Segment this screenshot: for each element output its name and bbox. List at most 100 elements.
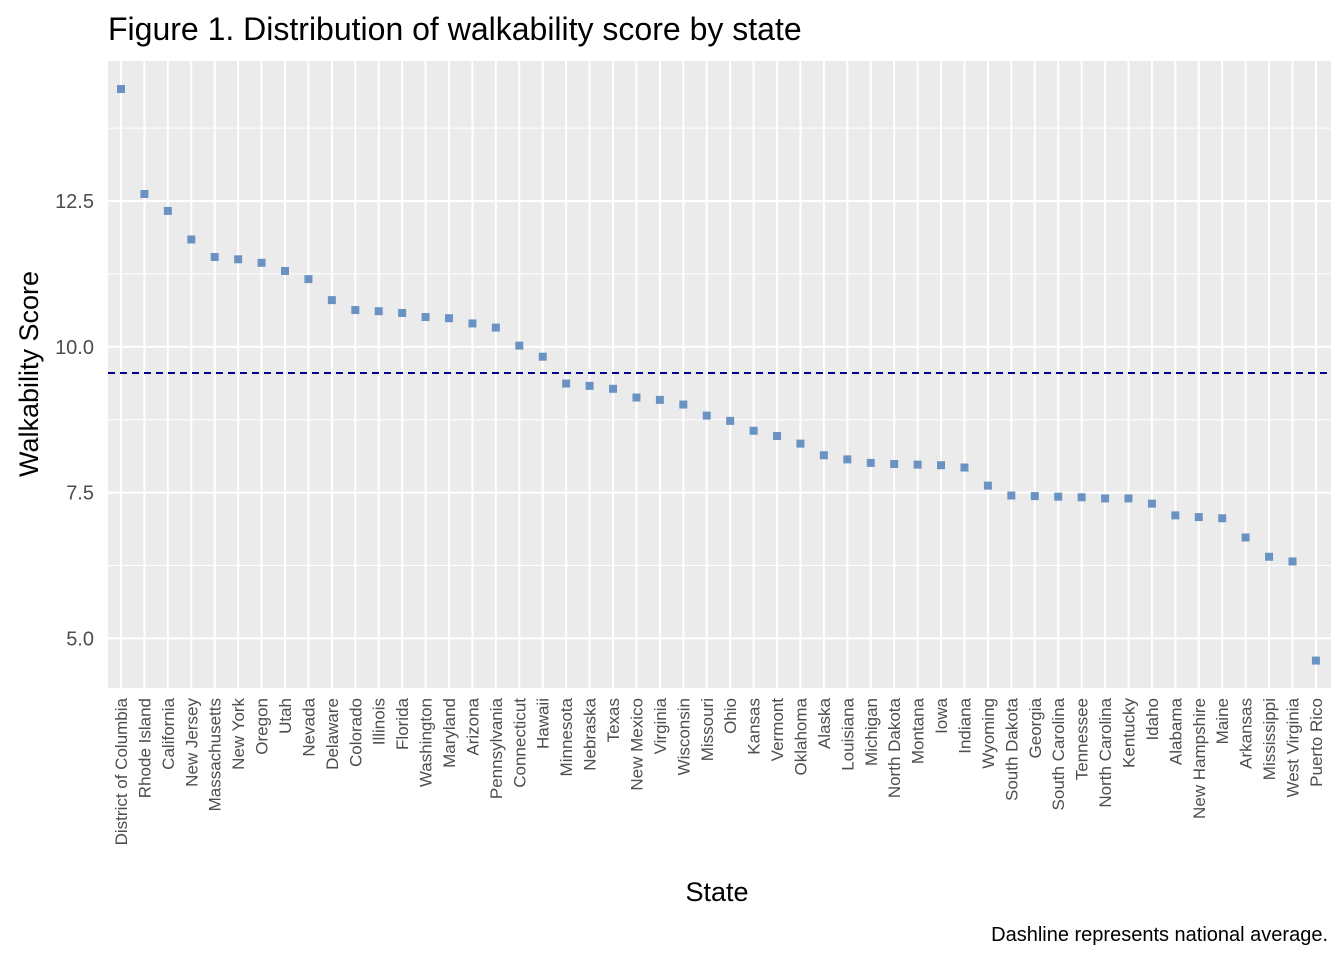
major-gridlines [108,61,1331,688]
x-tick-label: Hawaii [534,698,553,749]
x-tick-label: Rhode Island [135,698,154,798]
data-point [187,235,196,244]
x-tick-label: Florida [393,697,412,750]
x-tick-label: Tennessee [1073,698,1092,780]
x-tick-label: Massachusetts [206,698,225,811]
data-point [1288,557,1297,566]
data-point [515,341,524,350]
data-point [1101,494,1110,503]
x-tick-label: Michigan [862,698,881,766]
x-tick-label: Minnesota [557,697,576,776]
data-point [1054,492,1063,501]
x-tick-label: Wyoming [979,698,998,769]
data-point [1241,533,1250,542]
x-tick-label: Indiana [955,697,974,753]
data-point [327,296,336,305]
y-tick-label: 10.0 [55,337,94,359]
data-point [655,395,664,404]
x-tick-label: New Mexico [627,698,646,791]
data-point [796,439,805,448]
data-point [960,463,969,472]
data-point [398,308,407,317]
data-point [163,206,172,215]
data-point [726,416,735,425]
x-tick-label: Alabama [1166,697,1185,765]
x-tick-label: West Virginia [1284,697,1303,797]
y-tick-label: 12.5 [55,191,94,213]
chart-title: Figure 1. Distribution of walkability sc… [108,11,802,47]
x-tick-label: Illinois [370,698,389,745]
data-point [1147,499,1156,508]
data-point [140,189,149,198]
data-points [117,84,1320,665]
data-point [773,432,782,441]
data-point [1030,492,1039,501]
x-tick-label: Mississippi [1260,698,1279,780]
x-tick-label: Alaska [815,697,834,749]
data-point [1194,513,1203,522]
plot-panel [108,61,1331,688]
x-tick-label: New Jersey [182,698,201,787]
x-tick-label: Delaware [323,698,342,770]
x-tick-label: Vermont [768,698,787,762]
x-tick-label: Iowa [932,697,951,733]
x-tick-label: Utah [276,698,295,734]
x-tick-label: Missouri [698,698,717,761]
x-tick-label: Washington [417,698,436,787]
data-point [1007,491,1016,500]
data-point [866,458,875,467]
x-tick-label: Wisconsin [674,698,693,775]
x-tick-label: Oregon [253,698,272,755]
minor-gridlines [108,127,1331,567]
x-tick-label: Ohio [721,698,740,734]
x-tick-label: New York [229,698,248,770]
x-tick-label: Maine [1213,698,1232,744]
data-point [1311,656,1320,665]
data-point [445,314,454,323]
data-point [281,266,290,275]
data-point [983,481,992,490]
x-tick-label: Idaho [1143,698,1162,741]
x-tick-label: Montana [909,697,928,764]
data-point [749,426,758,435]
data-point [843,455,852,464]
x-tick-label: District of Columbia [112,697,131,845]
x-tick-label: Virginia [651,697,670,754]
x-tick-label: Maryland [440,698,459,768]
data-point [1265,552,1274,561]
y-tick-label: 7.5 [66,483,94,505]
data-point [702,411,711,420]
x-tick-label: Louisiana [838,697,857,770]
data-point [913,460,922,469]
data-point [585,381,594,390]
data-point [1077,493,1086,502]
x-tick-label: Kansas [745,698,764,755]
data-point [117,84,125,93]
x-tick-label: California [159,697,178,769]
x-tick-label: Georgia [1026,697,1045,758]
data-point [421,313,430,322]
x-tick-label: Arkansas [1237,698,1256,769]
x-tick-label: Pennsylvania [487,697,506,799]
x-tick-label: Connecticut [510,698,529,788]
x-tick-label: North Carolina [1096,697,1115,807]
data-point [304,275,313,284]
data-point [609,384,618,393]
data-point [491,323,500,332]
data-point [374,307,383,316]
data-point [538,352,547,361]
data-point [632,393,641,402]
x-tick-label: Kentucky [1119,698,1138,768]
data-point [1171,511,1180,520]
data-point [819,451,828,460]
x-tick-label: North Dakota [885,697,904,798]
chart-caption: Dashline represents national average. [991,924,1328,946]
data-point [562,379,571,388]
x-tick-label: Nebraska [581,697,600,770]
data-point [351,306,360,315]
y-axis-title: Walkability Score [14,271,44,477]
x-tick-label: Oklahoma [791,697,810,775]
x-tick-label: Nevada [299,697,318,756]
x-tick-label: Arizona [463,697,482,755]
